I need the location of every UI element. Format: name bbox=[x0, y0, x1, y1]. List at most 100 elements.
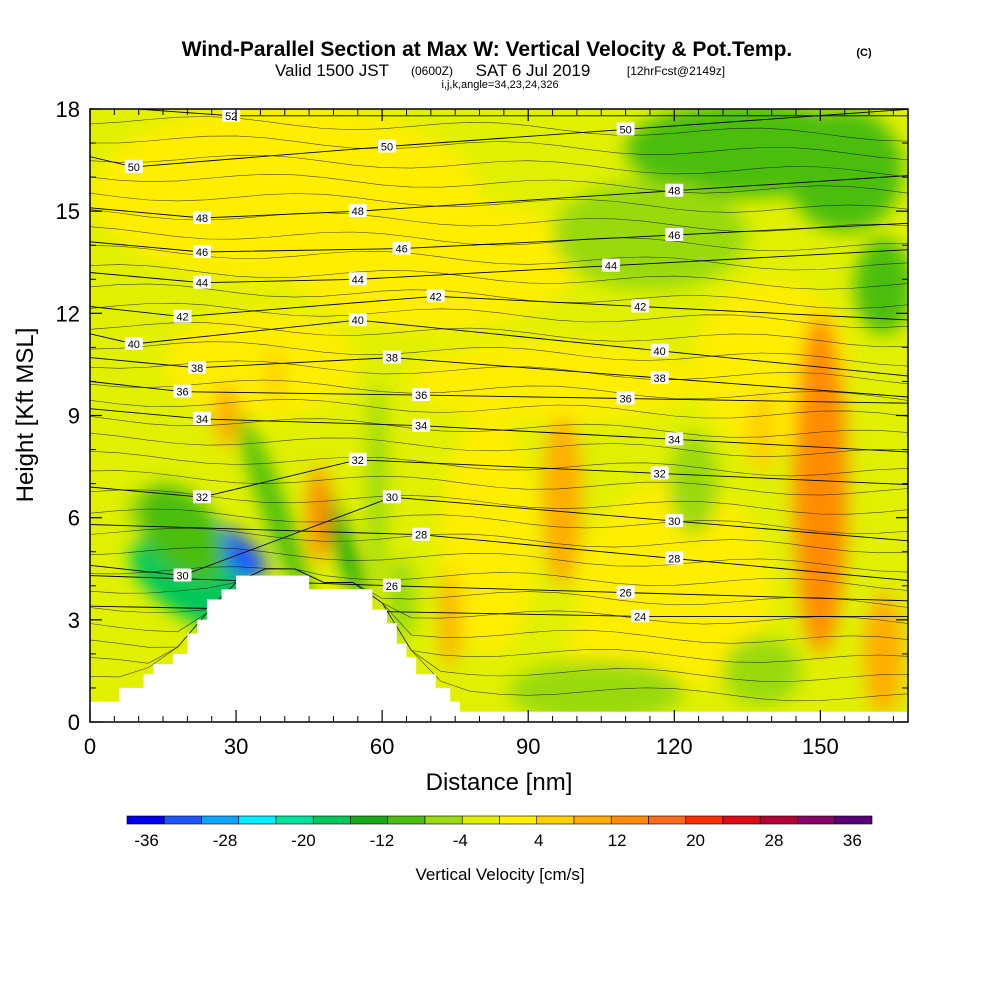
contour-label: 46 bbox=[668, 230, 680, 242]
contour-label: 46 bbox=[196, 247, 208, 259]
theta-contour-line bbox=[90, 283, 908, 309]
x-tick-label: 120 bbox=[656, 734, 693, 759]
colorbar-swatch bbox=[536, 815, 575, 825]
contour-label: 26 bbox=[619, 588, 631, 600]
colorbar-tick-label: -12 bbox=[370, 831, 395, 850]
colorbar-swatch bbox=[722, 815, 761, 825]
contour-label: 40 bbox=[654, 346, 666, 358]
theta-contour-line bbox=[90, 566, 908, 591]
contour-label-box bbox=[382, 350, 401, 364]
contour-label-box bbox=[665, 183, 684, 197]
contour-label: 40 bbox=[128, 339, 140, 351]
theta-contour-line bbox=[90, 192, 908, 213]
y-tick-label: 9 bbox=[68, 404, 80, 429]
contour-label: 34 bbox=[196, 414, 208, 426]
contour-label: 44 bbox=[605, 261, 617, 273]
colorbar-tick-label: -28 bbox=[213, 831, 238, 850]
colorbar-swatch bbox=[685, 815, 724, 825]
contour-label: 30 bbox=[386, 492, 398, 504]
contour-label: 42 bbox=[634, 302, 646, 314]
contour-label: 38 bbox=[654, 373, 666, 385]
velocity-cell bbox=[722, 636, 801, 705]
colorbar-tick-label: 20 bbox=[686, 831, 705, 850]
contour-label-box bbox=[412, 527, 431, 541]
contour-label: 28 bbox=[415, 530, 427, 542]
vertical-velocity-field bbox=[90, 109, 908, 722]
contour-label-box bbox=[124, 336, 143, 350]
contour-label: 48 bbox=[196, 213, 208, 225]
contour-label: 32 bbox=[654, 468, 666, 480]
colorbar-tick-label: 12 bbox=[608, 831, 627, 850]
contour-label: 48 bbox=[352, 206, 364, 218]
plot-area: 52 50 50 50 48 48 48 46 46 46 44 44 44 42 42 42 40 40 40 38… bbox=[90, 109, 908, 722]
y-tick-label: 0 bbox=[68, 710, 80, 735]
velocity-cell bbox=[284, 194, 577, 331]
contour-label: 34 bbox=[668, 434, 680, 446]
contour-label: 32 bbox=[352, 455, 364, 467]
theta-contour-line bbox=[90, 264, 908, 290]
colorbar-swatch bbox=[648, 815, 687, 825]
velocity-cell bbox=[307, 466, 331, 562]
theta-contour-line bbox=[90, 527, 908, 554]
contour-label: 34 bbox=[415, 421, 427, 433]
theta-contour-line bbox=[90, 398, 908, 419]
colorbar-tick-label: 28 bbox=[765, 831, 784, 850]
theta-contour-line bbox=[90, 524, 908, 581]
subtitle-valid-time: Valid 1500 JST bbox=[275, 61, 389, 80]
contour-label-box bbox=[650, 343, 669, 357]
theta-contour-line bbox=[90, 508, 908, 534]
theta-contour-line bbox=[90, 226, 908, 252]
colorbar-swatch bbox=[499, 815, 538, 825]
colorbar-swatch bbox=[759, 815, 798, 825]
contour-label-box bbox=[348, 313, 367, 327]
x-tick-label: 60 bbox=[370, 734, 394, 759]
contour-label-box bbox=[192, 275, 211, 289]
colorbar-tick-label: -20 bbox=[291, 831, 316, 850]
colorbar-tick-label: -4 bbox=[453, 831, 468, 850]
colorbar-swatch bbox=[201, 815, 240, 825]
contour-label-box bbox=[378, 139, 397, 153]
contour-label-box bbox=[173, 309, 192, 323]
colorbar-swatch bbox=[461, 815, 500, 825]
theta-contour-line bbox=[90, 547, 908, 573]
contour-label-box bbox=[192, 490, 211, 504]
velocity-cell bbox=[127, 490, 140, 532]
theta-contour-line bbox=[90, 489, 908, 515]
contour-label: 32 bbox=[196, 492, 208, 504]
contour-label: 28 bbox=[668, 554, 680, 566]
colorbar-swatch bbox=[312, 815, 351, 825]
potential-temperature-contours bbox=[90, 109, 908, 702]
contour-label: 50 bbox=[128, 162, 140, 174]
y-axis-title: Height [Kft MSL] bbox=[12, 328, 39, 503]
theta-contour-line bbox=[90, 360, 908, 385]
contour-label-box bbox=[616, 585, 635, 599]
contour-label-box bbox=[665, 551, 684, 565]
x-tick-label: 30 bbox=[224, 734, 248, 759]
contour-label: 30 bbox=[668, 516, 680, 528]
contour-label-box bbox=[382, 578, 401, 592]
contour-label-box bbox=[412, 418, 431, 432]
y-tick-label: 3 bbox=[68, 608, 80, 633]
theta-contour-line bbox=[90, 173, 908, 194]
theta-contour-line bbox=[90, 416, 908, 438]
colorbar-swatch bbox=[424, 815, 463, 825]
contour-label-box bbox=[348, 452, 367, 466]
velocity-cell bbox=[138, 484, 227, 579]
theta-contour-line bbox=[90, 451, 908, 477]
contour-label: 38 bbox=[191, 363, 203, 375]
contour-label: 36 bbox=[415, 390, 427, 402]
velocity-cell bbox=[793, 313, 848, 654]
contour-label-box bbox=[192, 210, 211, 224]
subtitle-indices: i,j,k,angle=34,23,24,326 bbox=[441, 79, 558, 91]
contour-label: 42 bbox=[430, 291, 442, 303]
contour-label-box bbox=[348, 272, 367, 286]
colorbar: -36 -28 -20 -12 -4 4 12 20 28 36 bbox=[126, 815, 873, 850]
colorbar-swatch bbox=[387, 815, 426, 825]
contour-label-box bbox=[650, 371, 669, 385]
velocity-cell bbox=[320, 487, 367, 603]
contour-label-box bbox=[650, 466, 669, 480]
y-tick-label: 15 bbox=[56, 199, 80, 224]
contour-label-box bbox=[601, 258, 620, 272]
